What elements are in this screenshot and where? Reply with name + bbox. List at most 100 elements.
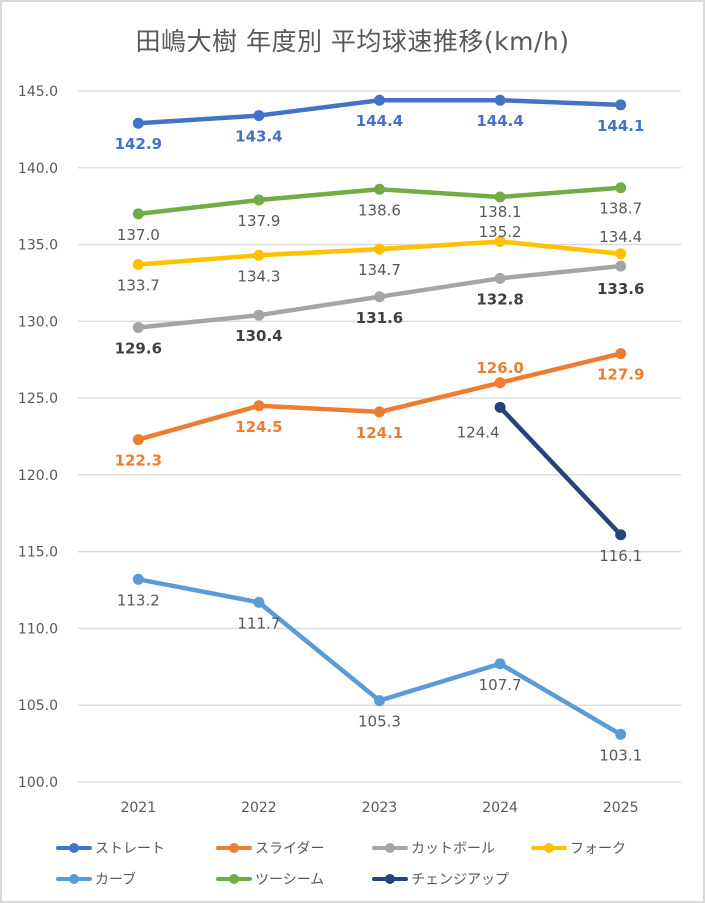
data-label: 132.8 [476,290,523,308]
series-lines [132,94,627,740]
data-point [253,596,265,608]
x-tick-label: 2025 [603,800,639,816]
data-label: 111.7 [237,614,280,632]
data-label: 144.4 [356,112,403,130]
legend-item: カーブ [56,869,136,889]
legend-label: チェンジアップ [411,872,509,888]
series-3 [132,235,627,271]
data-point [132,117,144,129]
x-axis-tick-labels: 2021 2022 2023 2024 2025 [120,800,638,816]
data-point [132,321,144,333]
legend-line-marker-icon [372,872,408,886]
data-label: 143.4 [235,128,282,146]
legend-line-marker-icon [56,841,92,855]
data-label: 124.4 [457,423,500,441]
x-tick-label: 2022 [241,800,277,816]
y-tick-label: 100.0 [18,775,58,791]
data-point [374,291,385,303]
data-point [615,728,627,740]
data-point [494,235,506,247]
data-point [494,191,506,203]
data-label: 133.6 [597,280,644,298]
data-labels: 113.2 111.7 105.3 107.7 103.1 122.3 124.5 124.1… [115,112,645,764]
x-tick-label: 2021 [120,800,156,816]
legend-label: ストレート [95,841,165,857]
data-label: 107.7 [479,676,522,694]
data-point [132,259,144,271]
series-6 [494,401,627,541]
data-point [253,194,265,206]
x-tick-label: 2023 [362,800,398,816]
legend-item: カットボール [372,838,495,858]
data-point [132,573,144,585]
data-label: 137.9 [237,212,280,230]
chart-title: 田嶋大樹 年度別 平均球速推移(km/h) [135,27,570,56]
data-point [253,309,265,321]
data-point [494,377,506,389]
legend-label: カーブ [95,872,137,888]
series-5 [132,182,627,220]
data-point [374,183,385,195]
data-point [494,272,506,284]
data-point [253,249,265,261]
data-label: 137.0 [117,226,160,244]
data-label: 126.0 [476,359,523,377]
data-point [253,110,265,122]
legend-line-marker-icon [531,841,567,855]
data-point [615,529,627,541]
data-label: 130.4 [235,327,282,345]
y-tick-label: 115.0 [18,545,58,561]
data-label: 116.1 [599,547,642,565]
data-label: 124.1 [356,424,403,442]
data-label: 103.1 [599,746,642,764]
data-point [615,260,627,272]
data-label: 134.7 [358,261,401,279]
y-tick-label: 145.0 [18,84,58,100]
series-0 [132,94,627,129]
legend-label: スライダー [255,841,325,857]
y-tick-label: 130.0 [18,314,58,330]
legend-line-marker-icon [372,841,408,855]
data-point [374,243,385,255]
legend-item: スライダー [216,838,324,858]
data-label: 138.7 [599,200,642,218]
y-tick-label: 135.0 [18,238,58,254]
y-axis-tick-labels: 100.0 105.0 110.0 115.0 120.0 125.0 130.0 135.0… [18,84,58,791]
data-label: 131.6 [356,309,403,327]
data-point [374,406,385,418]
data-point [132,208,144,220]
series-4 [132,573,627,740]
data-point [374,695,385,707]
data-point [494,94,506,106]
data-point [615,99,627,111]
data-label: 138.6 [358,201,401,219]
series-1 [132,348,627,446]
y-tick-label: 125.0 [18,391,58,407]
data-label: 144.4 [476,112,523,130]
data-label: 138.1 [479,203,522,221]
y-tick-label: 110.0 [18,621,58,637]
data-point [253,400,265,412]
data-label: 122.3 [115,452,162,470]
data-label: 134.4 [599,228,642,246]
data-point [615,248,627,260]
legend-label: ツーシーム [255,872,325,888]
series-line [497,405,623,538]
data-point [615,182,627,194]
legend-label: フォーク [570,841,626,857]
data-label: 127.9 [597,366,644,384]
series-line [136,577,623,737]
legend-label: カットボール [411,841,495,857]
data-point [615,348,627,360]
data-point [494,401,506,413]
series-2 [132,260,627,333]
data-label: 129.6 [115,339,162,357]
data-label: 135.2 [479,223,522,241]
y-tick-label: 140.0 [18,161,58,177]
data-label: 105.3 [358,713,401,731]
legend-item: フォーク [531,838,626,858]
y-tick-label: 105.0 [18,698,58,714]
data-point [374,94,385,106]
